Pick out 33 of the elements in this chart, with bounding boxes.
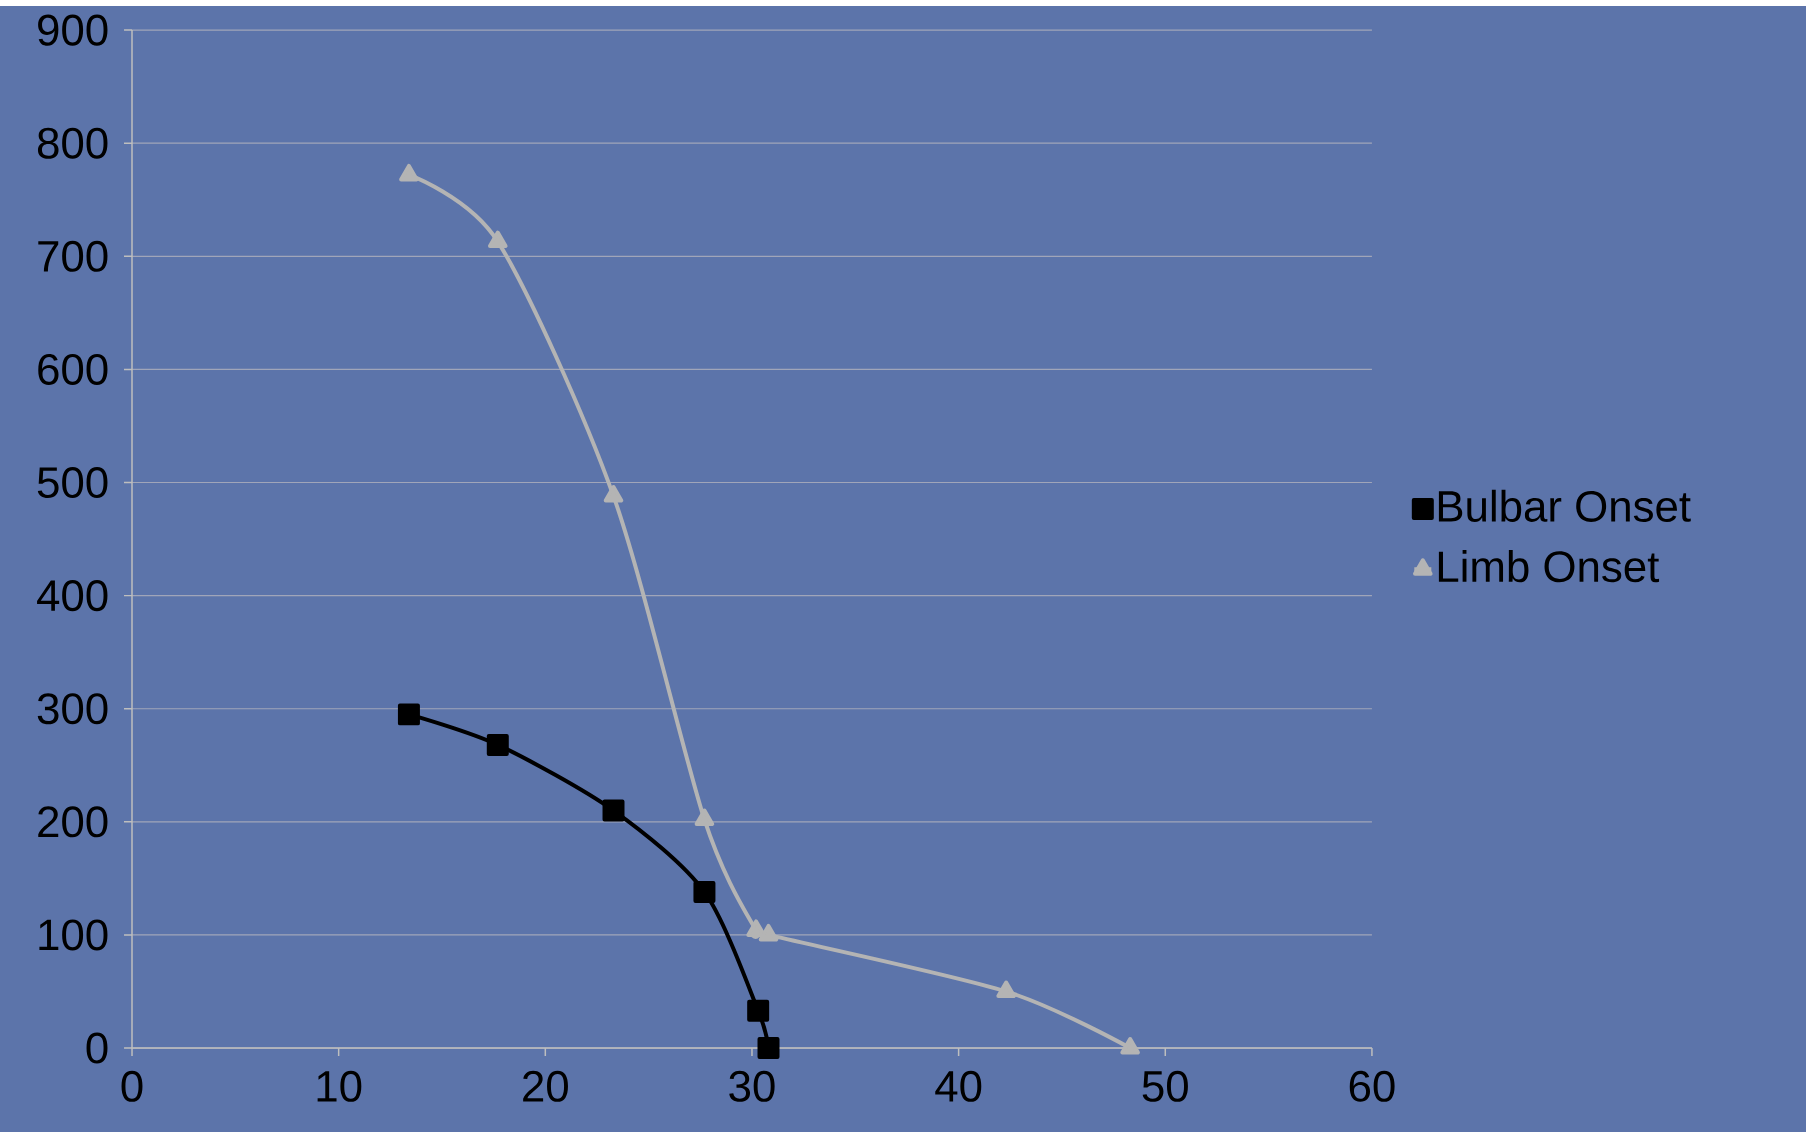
point xyxy=(747,999,770,1022)
point xyxy=(693,880,716,903)
y-tick-label: 0 xyxy=(86,1032,108,1064)
point xyxy=(758,923,779,942)
point xyxy=(757,1037,780,1060)
y-tick-label: 100 xyxy=(39,919,108,951)
y-tick-label: 800 xyxy=(37,127,108,159)
x-tick-label: 20 xyxy=(523,1070,568,1102)
x-tick-label: 10 xyxy=(317,1070,362,1102)
y-tick-label: 900 xyxy=(38,14,108,46)
y-tick-label: 500 xyxy=(37,466,108,499)
x-tick-label: 40 xyxy=(935,1070,982,1102)
point xyxy=(1120,1037,1140,1055)
y-tick-label: 300 xyxy=(37,693,108,725)
point xyxy=(486,733,509,756)
x-tick-label: 60 xyxy=(1349,1070,1395,1102)
point xyxy=(487,230,508,249)
legend-label: Bulbar Onset xyxy=(1438,489,1691,522)
y-tick-label: 400 xyxy=(37,580,108,612)
x-tick-label: 50 xyxy=(1142,1070,1188,1102)
point xyxy=(603,485,624,503)
y-tick-label: 600 xyxy=(38,353,108,385)
y-tick-label: 700 xyxy=(38,240,108,272)
point xyxy=(399,163,419,182)
point xyxy=(746,919,766,937)
y-tick-label: 200 xyxy=(38,806,108,838)
point xyxy=(996,980,1016,998)
point xyxy=(397,703,420,726)
x-tick-label: 30 xyxy=(729,1070,775,1102)
x-tick-label: 0 xyxy=(121,1070,143,1102)
point xyxy=(694,808,715,827)
legend-label: Limb Onset xyxy=(1438,550,1660,583)
point xyxy=(602,799,625,822)
